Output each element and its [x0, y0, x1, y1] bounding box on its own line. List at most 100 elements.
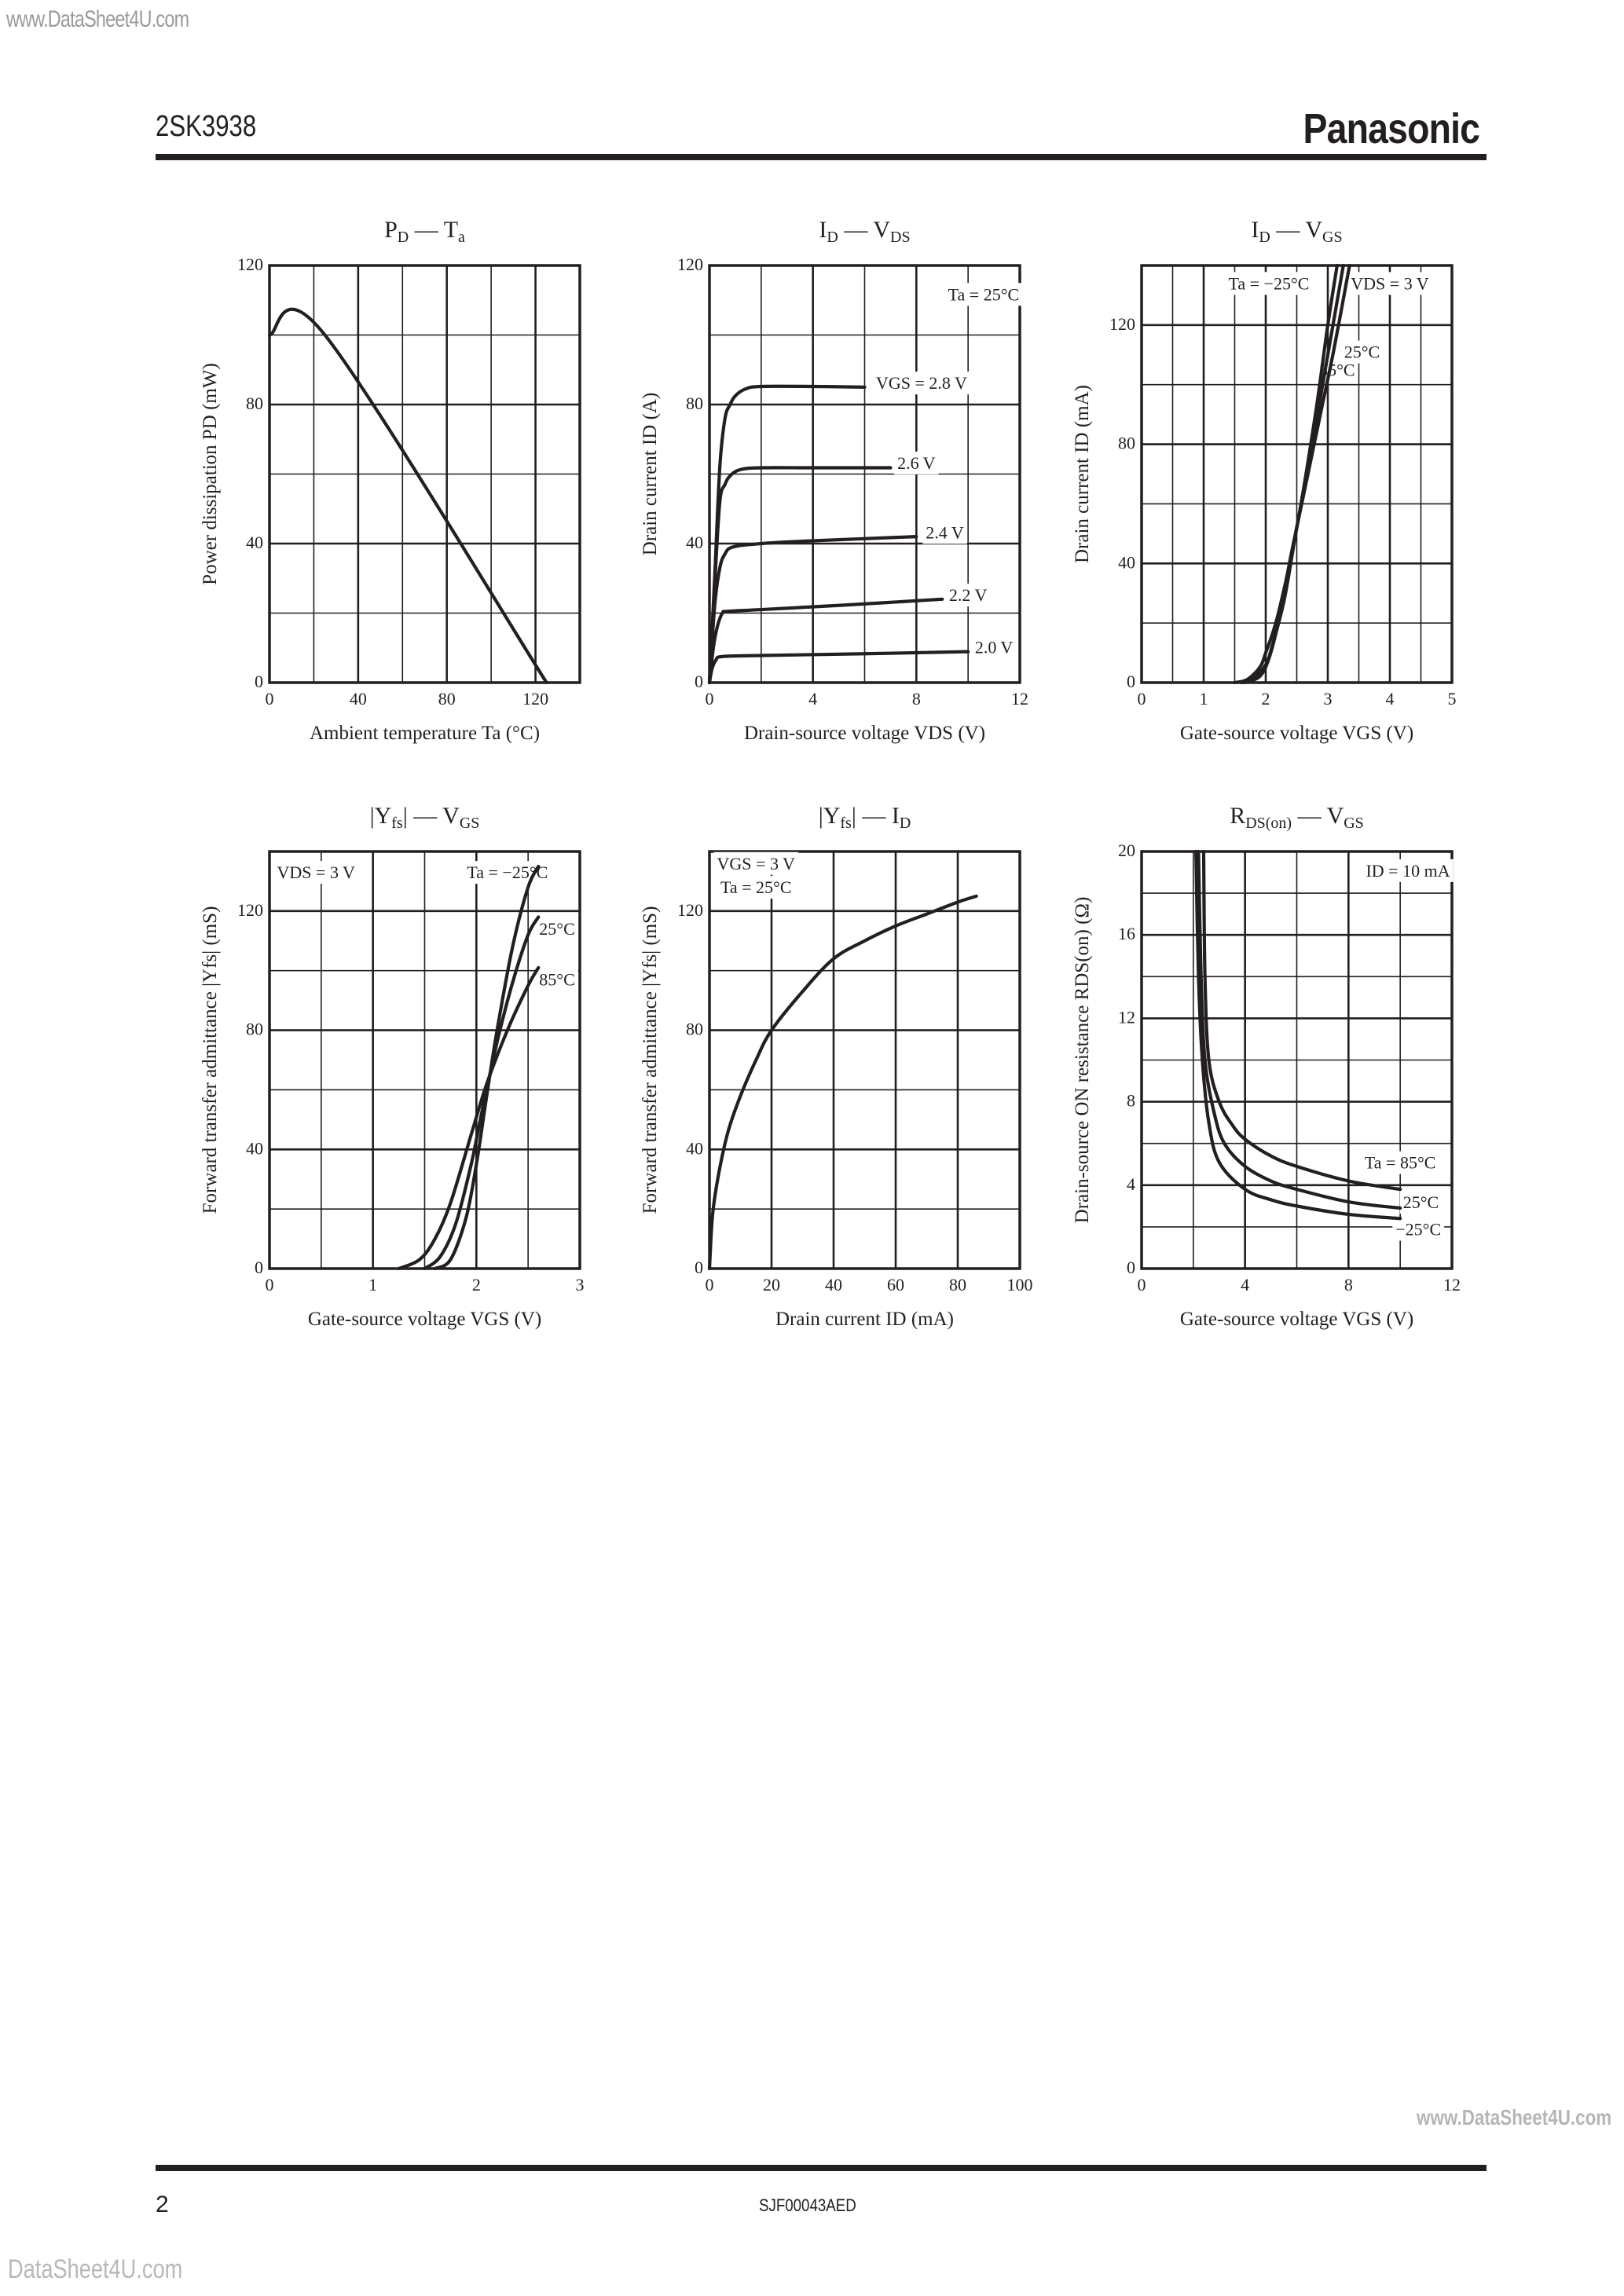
y-tick-label: 40	[1118, 552, 1135, 572]
chart-annotation: VDS = 3 V	[277, 862, 356, 882]
grid-lines	[709, 851, 1020, 1269]
chart-title: ID — VGS	[1251, 217, 1342, 246]
series-line	[397, 965, 541, 1271]
chart-annotation: 25°C	[1403, 1192, 1439, 1212]
x-tick-label: 4	[1241, 1275, 1249, 1294]
chart-id-vgs: ID — VGS Ta = −25°C VDS = 3 V 25°C 85°C 0 1 2 3 4…	[1029, 214, 1485, 764]
plot-frame	[268, 264, 581, 684]
series-line	[1197, 849, 1402, 1210]
y-tick-label: 8	[1127, 1091, 1135, 1111]
y-tick-label: 4	[1127, 1174, 1135, 1194]
x-axis-label: Gate-source voltage VGS (V)	[1180, 1309, 1413, 1330]
chart-annotation: ID = 10 mA	[1366, 861, 1450, 881]
series-line	[1194, 849, 1402, 1221]
chart-annotation: −25°C	[1395, 1220, 1441, 1240]
chart-annotation: VGS = 2.8 V	[876, 373, 967, 393]
brand-logo: Panasonic	[1303, 105, 1479, 152]
x-axis-label: Ambient temperature Ta (°C)	[310, 723, 540, 744]
series-line	[1233, 263, 1339, 685]
x-tick-label: 0	[266, 1275, 274, 1294]
x-tick-label: 40	[825, 1275, 842, 1294]
y-tick-label: 0	[255, 672, 263, 691]
chart-annotation: Ta = 25°C	[720, 877, 792, 897]
y-tick-label: 80	[1118, 434, 1135, 453]
chart-annotation: VDS = 3 V	[1351, 273, 1429, 293]
x-tick-label: 2	[1262, 689, 1270, 709]
x-tick-label: 3	[1324, 689, 1333, 709]
chart-annotation: 2.2 V	[949, 585, 988, 605]
chart-annotation: 25°C	[539, 919, 574, 939]
page-number: 2	[156, 2192, 169, 2217]
y-tick-label: 16	[1118, 924, 1135, 943]
y-axis-label: Forward transfer admittance |Yfs| (mS)	[200, 906, 221, 1214]
y-axis-label: Forward transfer admittance |Yfs| (mS)	[640, 906, 661, 1214]
chart-svg: RDS(on) — VGS ID = 10 mA Ta = 85°C 25°C −25°…	[1072, 803, 1461, 1330]
chart-title: |Yfs| — VGS	[370, 803, 480, 832]
x-tick-label: 1	[368, 1275, 377, 1294]
x-tick-label: 0	[1138, 689, 1146, 709]
y-axis-label: Power dissipation PD (mW)	[200, 363, 221, 585]
x-axis-label: Drain current ID (mA)	[775, 1309, 954, 1330]
chart-svg: |Yfs| — ID VGS = 3 V Ta = 25°C 0 20 40 60 80 100…	[640, 803, 1033, 1330]
y-tick-label: 40	[686, 1138, 703, 1158]
grid-lines	[709, 265, 1020, 683]
x-tick-label: 1	[1200, 689, 1208, 709]
x-tick-label: 20	[763, 1275, 780, 1294]
series-line	[433, 864, 541, 1271]
series-line	[423, 915, 541, 1271]
doc-code: SJF00043AED	[759, 2195, 856, 2215]
y-tick-label: 40	[246, 1138, 263, 1158]
y-tick-label: 80	[686, 1020, 703, 1039]
series-line	[1201, 849, 1402, 1192]
series-line	[1242, 263, 1351, 685]
chart-id-vds: ID — VDS Ta = 25°C VGS = 2.8 V 2.6 V 2.4 V 2.…	[597, 214, 1053, 764]
x-axis-label: Gate-source voltage VGS (V)	[308, 1309, 541, 1330]
chart-annotation: Ta = −25°C	[1228, 273, 1309, 293]
series-line	[267, 307, 548, 685]
y-tick-label: 0	[255, 1258, 263, 1277]
chart-title: RDS(on) — VGS	[1230, 803, 1364, 832]
series-line	[707, 894, 978, 1271]
x-tick-label: 2	[472, 1275, 481, 1294]
series-line	[707, 597, 944, 685]
grid-lines	[269, 265, 580, 683]
part-number: 2SK3938	[156, 110, 257, 143]
y-tick-label: 0	[1127, 672, 1135, 691]
x-tick-label: 80	[949, 1275, 966, 1294]
x-tick-label: 12	[1443, 1275, 1461, 1294]
footer-rule	[156, 2165, 1487, 2171]
y-tick-label: 0	[695, 672, 703, 691]
x-tick-label: 12	[1011, 689, 1028, 709]
x-tick-label: 100	[1007, 1275, 1033, 1294]
y-tick-label: 80	[686, 394, 703, 413]
x-tick-label: 0	[266, 689, 274, 709]
series-line	[707, 650, 970, 685]
x-axis-label: Drain-source voltage VDS (V)	[744, 723, 985, 744]
x-tick-label: 8	[1344, 1275, 1353, 1294]
x-tick-label: 40	[350, 689, 367, 709]
chart-pd-ta: PD — Ta 0 40 80 120 0 40 80 120 Ambient temperatu…	[157, 214, 613, 764]
y-tick-label: 120	[677, 900, 703, 920]
y-tick-label: 40	[686, 533, 703, 552]
x-tick-label: 80	[438, 689, 456, 709]
chart-annotation: VGS = 3 V	[717, 854, 796, 873]
y-tick-label: 12	[1118, 1007, 1135, 1027]
chart-title: |Yfs| — ID	[819, 803, 911, 832]
x-axis-label: Gate-source voltage VGS (V)	[1180, 723, 1413, 744]
series-line	[707, 384, 867, 685]
chart-annotation: 2.6 V	[897, 453, 936, 473]
y-tick-label: 120	[677, 255, 703, 274]
x-tick-label: 4	[808, 689, 817, 709]
chart-annotation: 2.4 V	[926, 522, 964, 542]
chart-annotation: Ta = 85°C	[1365, 1153, 1436, 1173]
y-axis-label: Drain current ID (A)	[640, 393, 661, 556]
x-tick-label: 0	[706, 1275, 714, 1294]
chart-svg: PD — Ta 0 40 80 120 0 40 80 120 Ambient temperatu…	[200, 217, 581, 744]
x-tick-label: 0	[706, 689, 714, 709]
y-tick-label: 120	[237, 255, 263, 274]
y-axis-label: Drain-source ON resistance RDS(on) (Ω)	[1072, 897, 1093, 1224]
chart-annotation: Ta = 25°C	[948, 284, 1020, 304]
chart-annotation: 2.0 V	[975, 637, 1014, 657]
plot-frame	[1140, 264, 1454, 684]
